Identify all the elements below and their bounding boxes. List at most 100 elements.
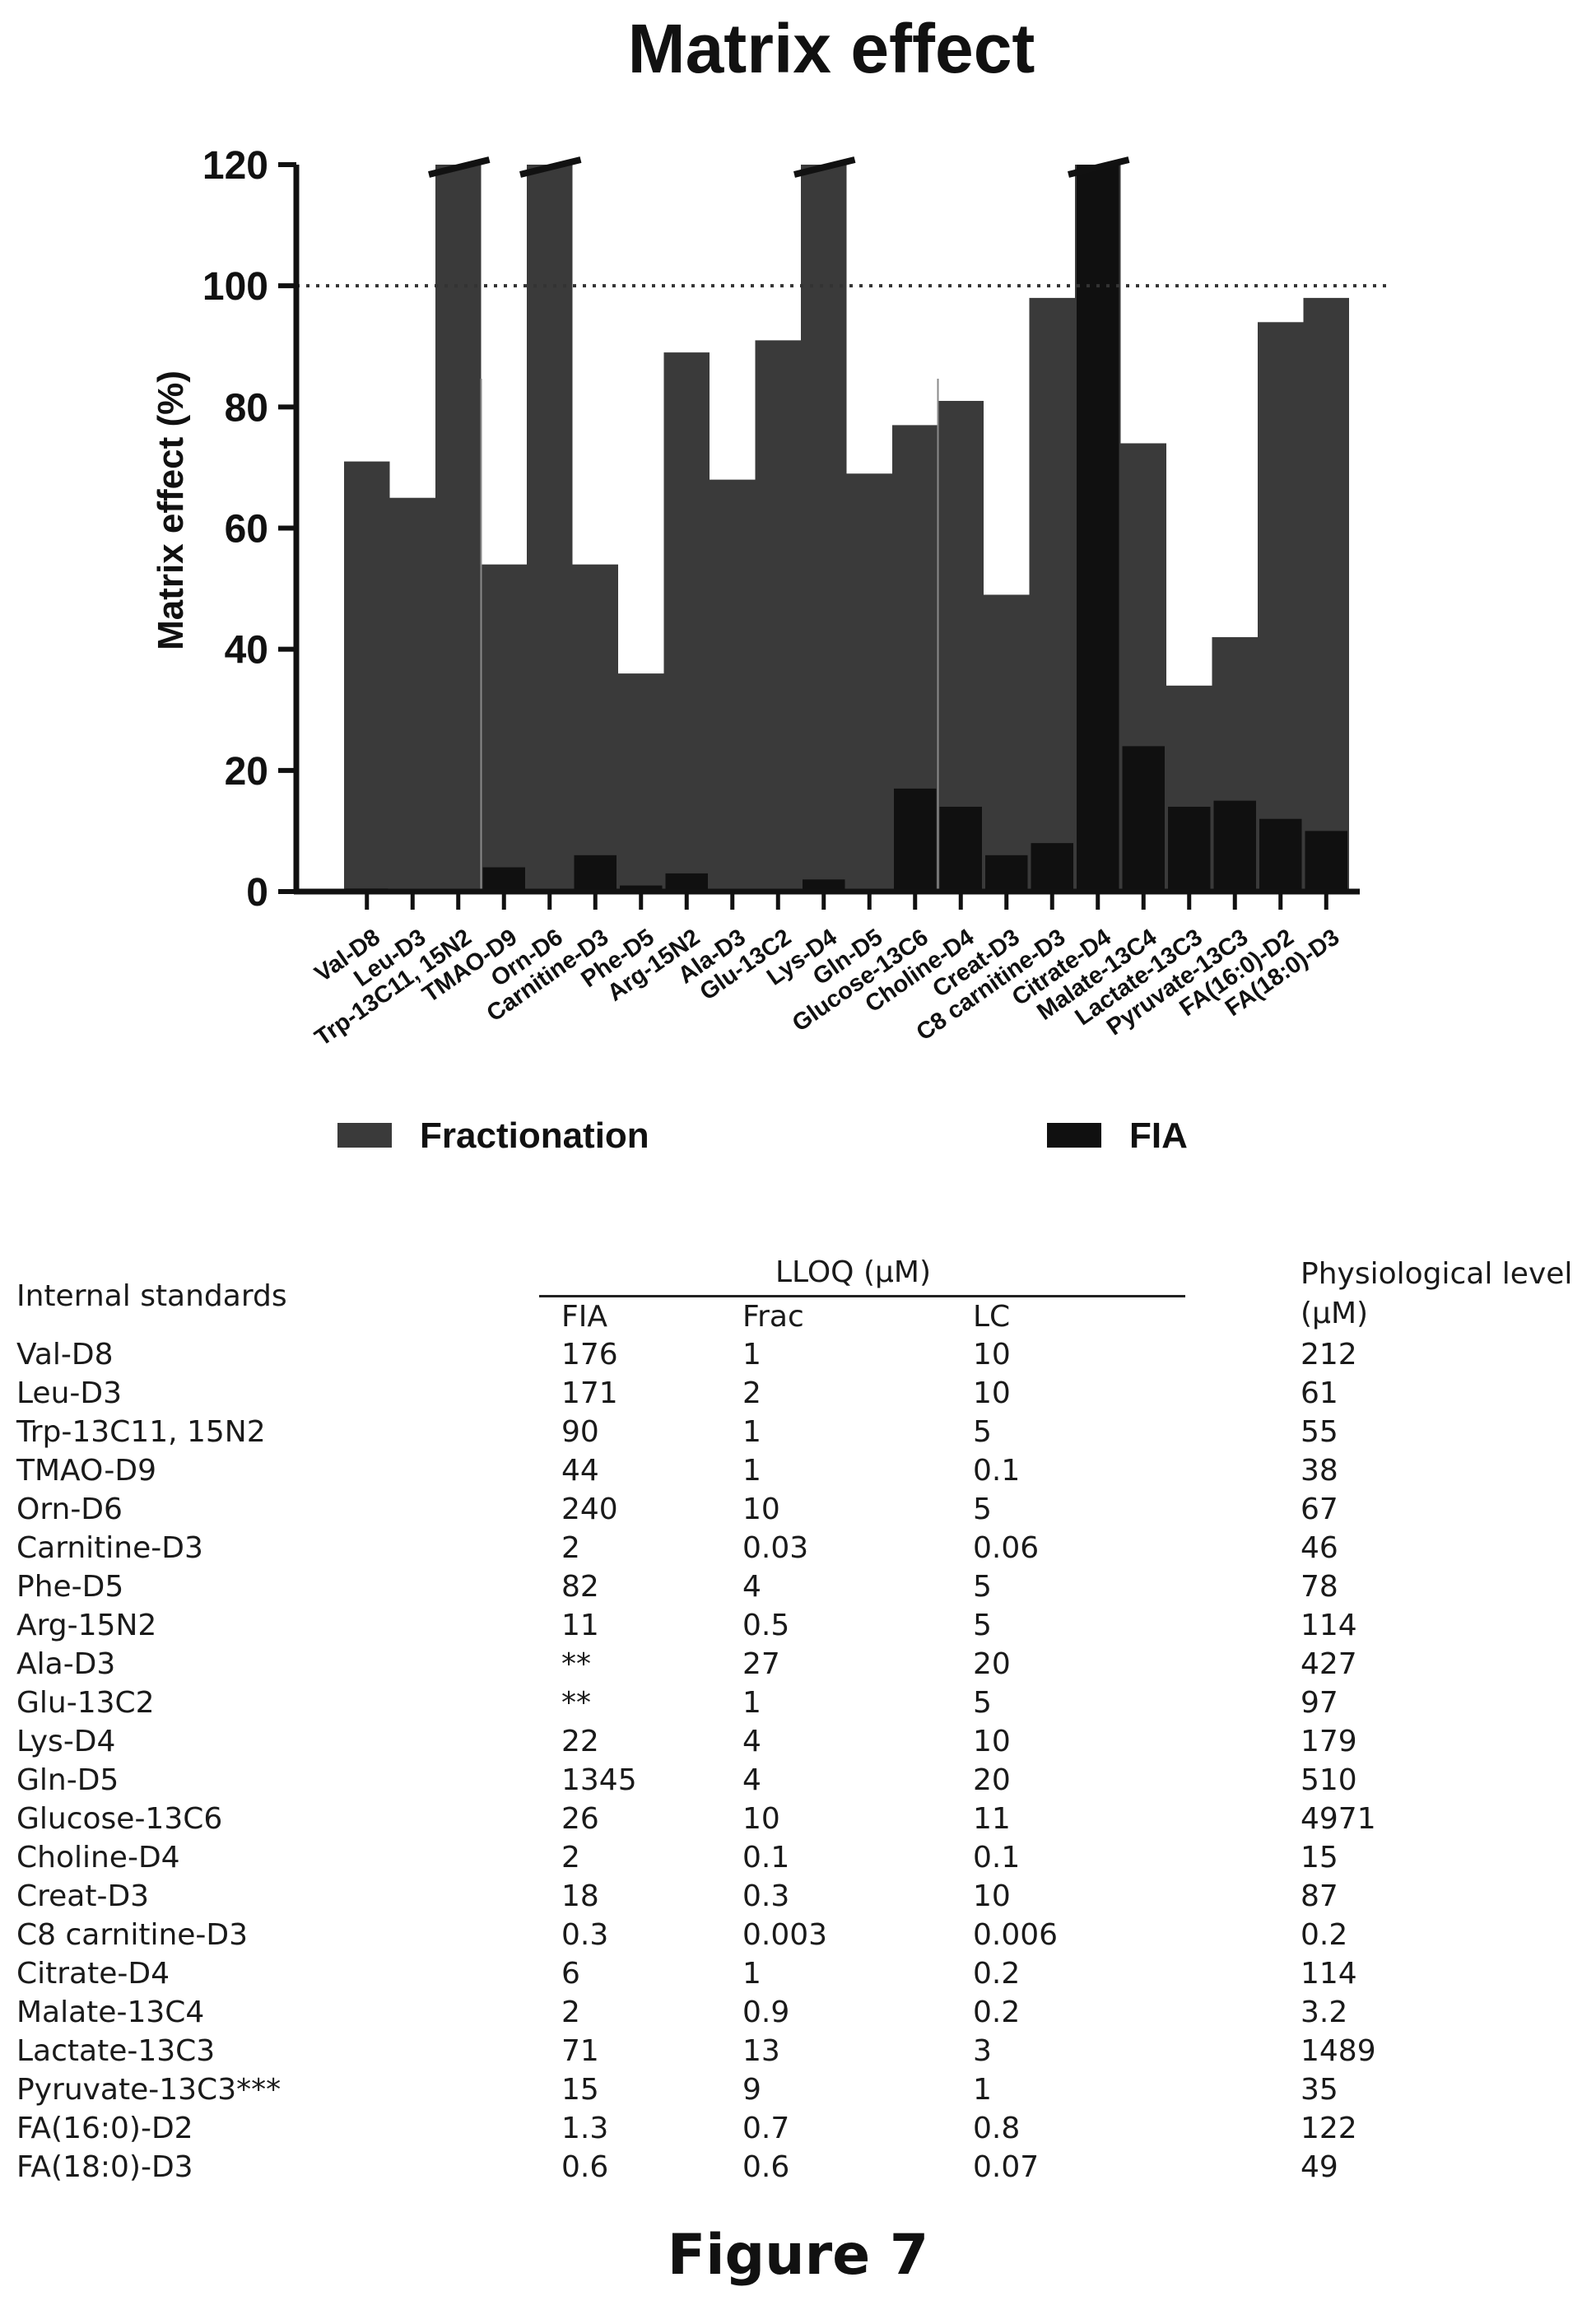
legend-label-fia: FIA (1129, 1115, 1188, 1156)
table-cell-lc: 10 (973, 1725, 1011, 1758)
bar-fia (665, 873, 708, 892)
table-cell-frac: 27 (742, 1647, 780, 1681)
y-tick-label: 20 (225, 750, 268, 794)
bar-fractionation (527, 165, 573, 892)
bar-fractionation (389, 497, 435, 892)
table-cell-physiological: 78 (1301, 1570, 1338, 1604)
table-cell-fia: 0.3 (561, 1918, 609, 1952)
table-cell-fia: 240 (561, 1493, 618, 1526)
bar-fractionation (663, 352, 710, 892)
table-cell-lc: 5 (973, 1493, 992, 1526)
table-cell-standard: TMAO-D9 (16, 1454, 156, 1488)
table-cell-standard: Arg-15N2 (16, 1609, 157, 1642)
bar-fia (1168, 806, 1211, 892)
table-cell-physiological: 114 (1301, 1609, 1357, 1642)
table-header-frac: Frac (742, 1300, 804, 1334)
table-cell-fia: ** (561, 1647, 591, 1681)
table-cell-frac: 13 (742, 2034, 780, 2068)
table-cell-physiological: 212 (1301, 1338, 1357, 1372)
table-cell-physiological: 67 (1301, 1493, 1338, 1526)
table-cell-lc: 3 (973, 2034, 992, 2068)
table-cell-lc: 5 (973, 1609, 992, 1642)
table-cell-frac: 0.5 (742, 1609, 790, 1642)
table-cell-fia: 176 (561, 1338, 618, 1372)
table-cell-fia: 44 (561, 1454, 599, 1488)
table-cell-frac: 10 (742, 1802, 780, 1836)
table-cell-standard: Malate-13C4 (16, 1996, 205, 2029)
bar-fia (482, 867, 525, 892)
table-cell-fia: 0.6 (561, 2150, 609, 2184)
table-cell-fia: 2 (561, 1996, 580, 2029)
bar-fractionation (481, 564, 527, 892)
table-cell-frac: 4 (742, 1763, 761, 1797)
table-cell-frac: 0.1 (742, 1841, 790, 1875)
table-cell-frac: 1 (742, 1957, 761, 1991)
bar-fia (894, 788, 937, 892)
table-cell-standard: Pyruvate-13C3*** (16, 2073, 282, 2107)
table-cell-standard: Leu-D3 (16, 1376, 123, 1410)
table-cell-lc: 0.07 (973, 2150, 1040, 2184)
table-cell-fia: 22 (561, 1725, 599, 1758)
y-axis-label: Matrix effect (%) (151, 370, 191, 650)
table-cell-frac: 0.03 (742, 1531, 809, 1565)
bar-fractionation (435, 165, 482, 892)
table-header-physiological-unit: (μM) (1301, 1297, 1369, 1330)
table-cell-standard: Gln-D5 (16, 1763, 119, 1797)
figure-caption: Figure 7 (667, 2223, 929, 2288)
table-cell-physiological: 114 (1301, 1957, 1357, 1991)
table-cell-standard: Glucose-13C6 (16, 1802, 223, 1836)
legend-label-fractionation: Fractionation (420, 1115, 649, 1156)
bar-fia (1259, 818, 1302, 892)
table-cell-lc: 10 (973, 1376, 1011, 1410)
bar-fractionation (984, 594, 1030, 892)
table-cell-standard: Phe-D5 (16, 1570, 124, 1604)
table-cell-frac: 0.9 (742, 1996, 790, 2029)
axis-break-mark (428, 156, 491, 178)
table-cell-standard: Lys-D4 (16, 1725, 116, 1758)
table-cell-physiological: 55 (1301, 1415, 1338, 1449)
table-cell-physiological: 49 (1301, 2150, 1338, 2184)
table-cell-fia: 1345 (561, 1763, 637, 1797)
table-cell-frac: 10 (742, 1493, 780, 1526)
table-cell-physiological: 510 (1301, 1763, 1357, 1797)
table-cell-fia: 11 (561, 1609, 599, 1642)
table-cell-standard: C8 carnitine-D3 (16, 1918, 249, 1952)
table-cell-frac: 1 (742, 1686, 761, 1720)
table-header-physiological: Physiological level (1301, 1257, 1573, 1291)
table-cell-frac: 4 (742, 1725, 761, 1758)
table-cell-frac: 4 (742, 1570, 761, 1604)
table-cell-frac: 1 (742, 1338, 761, 1372)
axis-break-mark (519, 156, 582, 178)
table-cell-standard: Orn-D6 (16, 1493, 123, 1526)
table-cell-lc: 0.8 (973, 2112, 1021, 2145)
table-cell-lc: 0.06 (973, 1531, 1040, 1565)
table-header-lc: LC (973, 1300, 1011, 1334)
legend-swatch-fractionation (337, 1123, 392, 1148)
table-cell-standard: Carnitine-D3 (16, 1531, 203, 1565)
table-cell-fia: 1.3 (561, 2112, 609, 2145)
table-cell-physiological: 179 (1301, 1725, 1357, 1758)
table-cell-lc: 0.1 (973, 1841, 1021, 1875)
table-header-rule (539, 1295, 1185, 1297)
table-cell-frac: 1 (742, 1454, 761, 1488)
table-cell-lc: 10 (973, 1338, 1011, 1372)
table-cell-physiological: 3.2 (1301, 1996, 1348, 2029)
legend-swatch-fia (1047, 1123, 1101, 1148)
bar-fia (620, 885, 663, 892)
table-cell-physiological: 4971 (1301, 1802, 1376, 1836)
table-cell-physiological: 122 (1301, 2112, 1357, 2145)
matrix-effect-chart: Matrix effect Matrix effect (%) 0 20 40 60 8… (151, 10, 1391, 1156)
table-cell-frac: 0.3 (742, 1879, 790, 1913)
table-cell-fia: ** (561, 1686, 591, 1720)
table-cell-standard: FA(18:0)-D3 (16, 2150, 193, 2184)
table-cell-physiological: 87 (1301, 1879, 1338, 1913)
table-cell-frac: 0.7 (742, 2112, 790, 2145)
table-cell-physiological: 61 (1301, 1376, 1338, 1410)
table-cell-physiological: 35 (1301, 2073, 1338, 2107)
table-cell-fia: 6 (561, 1957, 580, 1991)
table-cell-physiological: 0.2 (1301, 1918, 1348, 1952)
bar-fractionation (572, 564, 618, 892)
table-cell-lc: 10 (973, 1879, 1011, 1913)
table-cell-lc: 20 (973, 1647, 1011, 1681)
table-cell-frac: 2 (742, 1376, 761, 1410)
